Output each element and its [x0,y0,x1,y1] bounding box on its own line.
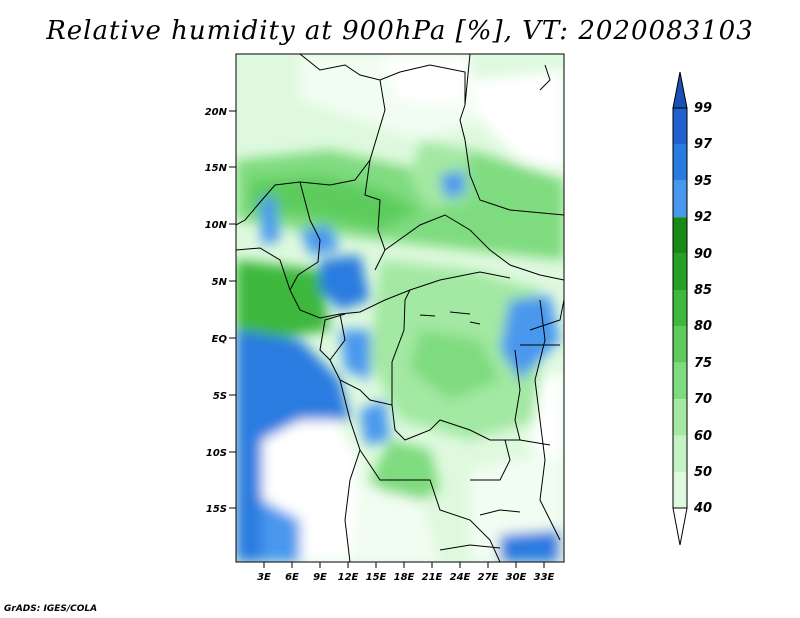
colorbar-top-arrow [672,71,688,109]
lat-tick-label: 15N [205,163,228,174]
lon-tick-label: 9E [313,572,327,583]
colorbar-label: 40 [693,501,712,516]
lat-tick-label: 5N [212,277,228,288]
colorbar-swatch [673,144,687,181]
lon-tick-label: 18E [394,572,415,583]
colorbar-swatch [673,326,687,363]
colorbar-swatch [673,108,687,145]
colorbar-label: 85 [694,283,712,298]
lat-tick-label: 20N [205,107,228,118]
colorbar-label: 70 [694,392,712,407]
colorbar-bottom-arrow [672,507,688,546]
lat-tick-label: 10S [206,448,227,459]
lat-tick-label: 10N [205,220,228,231]
colorbar-label: 50 [694,465,712,480]
colorbar-swatch [673,180,687,218]
colorbar-swatch [673,362,687,400]
colorbar-label: 75 [694,356,712,371]
latitude-axis: 20N 15N 10N 5N EQ 5S 10S 15S [205,107,236,515]
colorbar-swatch [673,253,687,290]
colorbar: 99 97 95 92 90 85 80 75 70 60 50 40 [672,71,713,546]
humidity-field [236,54,564,562]
longitude-axis: 3E 6E 9E 12E 15E 18E 21E 24E 27E 30E 33E [257,562,555,583]
lat-tick-label: EQ [212,334,228,345]
colorbar-swatch [673,217,687,254]
colorbar-label: 97 [694,137,713,152]
lon-tick-label: 6E [285,572,299,583]
colorbar-label: 95 [694,174,712,189]
colorbar-label: 90 [694,247,712,262]
colorbar-swatch [673,399,687,436]
country-borders [236,54,564,562]
colorbar-swatch [673,290,687,327]
lon-tick-label: 15E [366,572,387,583]
colorbar-label: 60 [694,429,712,444]
colorbar-label: 92 [694,210,712,225]
lon-tick-label: 27E [478,572,499,583]
colorbar-label: 99 [694,101,712,116]
map-title: Relative humidity at 900hPa [%], VT: 202… [46,16,754,46]
colorbar-swatch [673,472,687,508]
map-frame [235,53,565,563]
lat-tick-label: 15S [206,504,227,515]
lon-tick-label: 21E [422,572,443,583]
lon-tick-label: 12E [338,572,359,583]
grads-credit: GrADS: IGES/COLA [4,604,98,614]
lon-tick-label: 3E [257,572,271,583]
colorbar-label: 80 [694,319,712,334]
lon-tick-label: 24E [450,572,471,583]
lon-tick-label: 30E [506,572,527,583]
lat-tick-label: 5S [213,391,227,402]
colorbar-swatch [673,435,687,472]
lon-tick-label: 33E [534,572,555,583]
